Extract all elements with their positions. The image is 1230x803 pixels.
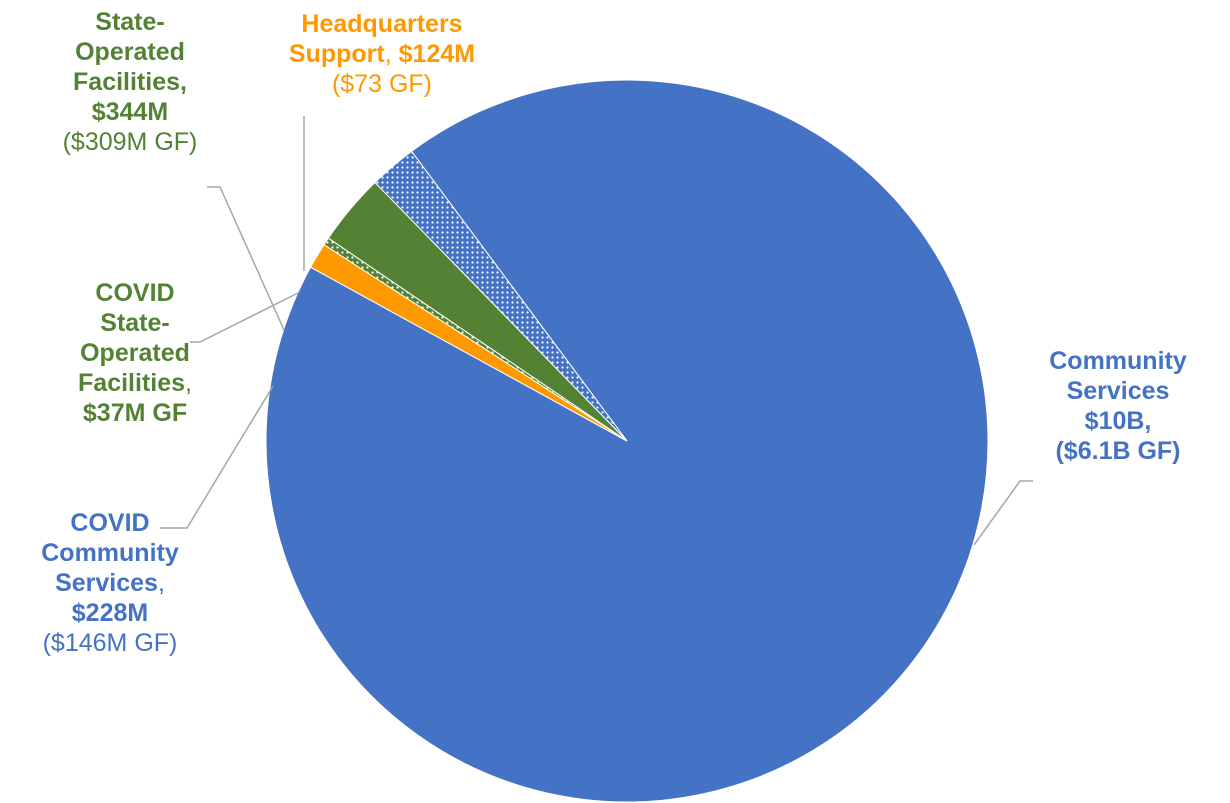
leader-line-covid-community-services: [160, 385, 274, 529]
label-line: $228M: [5, 598, 215, 628]
label-line: ($146M GF): [5, 628, 215, 658]
data-label-covid-state-operated-facilities: COVID State- Operated Facilities, $37M GF: [40, 278, 230, 428]
label-line: Operated: [40, 338, 230, 368]
label-line: COVID: [40, 278, 230, 308]
label-line: Facilities,: [30, 67, 230, 97]
label-line: Services: [1018, 376, 1218, 406]
label-text: Operated: [80, 339, 190, 367]
label-line: ($309M GF): [30, 127, 230, 157]
label-text: Services: [55, 569, 158, 597]
leader-line-state-operated-facilities: [207, 186, 285, 331]
label-text: $344M: [91, 98, 169, 126]
label-text: Support: [288, 40, 385, 68]
data-label-covid-community-services: COVID Community Services, $228M ($146M GF): [5, 508, 215, 658]
data-label-community-services: Community Services $10B, ($6.1B GF): [1018, 346, 1218, 466]
label-text: $10B,: [1084, 407, 1152, 435]
label-text: ($309M GF): [62, 128, 198, 156]
label-text: ($146M GF): [42, 629, 178, 657]
label-text: Facilities,: [73, 68, 187, 96]
label-text: Services: [1066, 377, 1170, 405]
label-text: Headquarters: [301, 10, 463, 38]
label-text: COVID: [95, 279, 175, 307]
leader-lines: [160, 116, 1033, 546]
label-text: COVID: [70, 509, 150, 537]
label-line: Facilities,: [40, 368, 230, 398]
label-line: Headquarters: [262, 9, 502, 39]
leader-line-community-services: [973, 480, 1033, 546]
label-text: Operated: [75, 38, 185, 66]
label-line: ($6.1B GF): [1018, 436, 1218, 466]
label-line: $10B,: [1018, 406, 1218, 436]
label-text: ,: [384, 40, 399, 68]
label-text: $228M: [71, 599, 149, 627]
label-line: COVID: [5, 508, 215, 538]
pie-slices: [265, 79, 989, 803]
label-line: ($73 GF): [262, 69, 502, 99]
label-line: Community: [1018, 346, 1218, 376]
label-text: Facilities: [78, 369, 186, 397]
label-line: State-: [40, 308, 230, 338]
label-line: Support, $124M: [262, 39, 502, 69]
label-line: State-: [30, 7, 230, 37]
label-text: ($6.1B GF): [1055, 437, 1181, 465]
label-line: $37M GF: [40, 398, 230, 428]
leader-line-covid-state-operated-facilities: [190, 292, 299, 343]
data-label-headquarters-support: Headquarters Support, $124M ($73 GF): [262, 9, 502, 99]
label-text: State-: [100, 309, 170, 337]
label-text: $37M GF: [82, 399, 188, 427]
label-line: Services,: [5, 568, 215, 598]
label-text: Community: [1049, 347, 1187, 375]
label-line: Operated: [30, 37, 230, 67]
label-text: $124M: [398, 40, 476, 68]
label-line: Community: [5, 538, 215, 568]
label-text: Community: [41, 539, 179, 567]
data-label-state-operated-facilities: State- Operated Facilities, $344M ($309M GF): [30, 7, 230, 157]
label-text: ,: [157, 569, 165, 597]
pie-slice-headquarters: [309, 244, 628, 442]
label-text: ($73 GF): [331, 70, 433, 98]
label-text: State-: [95, 8, 165, 36]
label-text: ,: [185, 369, 192, 397]
label-line: $344M: [30, 97, 230, 127]
